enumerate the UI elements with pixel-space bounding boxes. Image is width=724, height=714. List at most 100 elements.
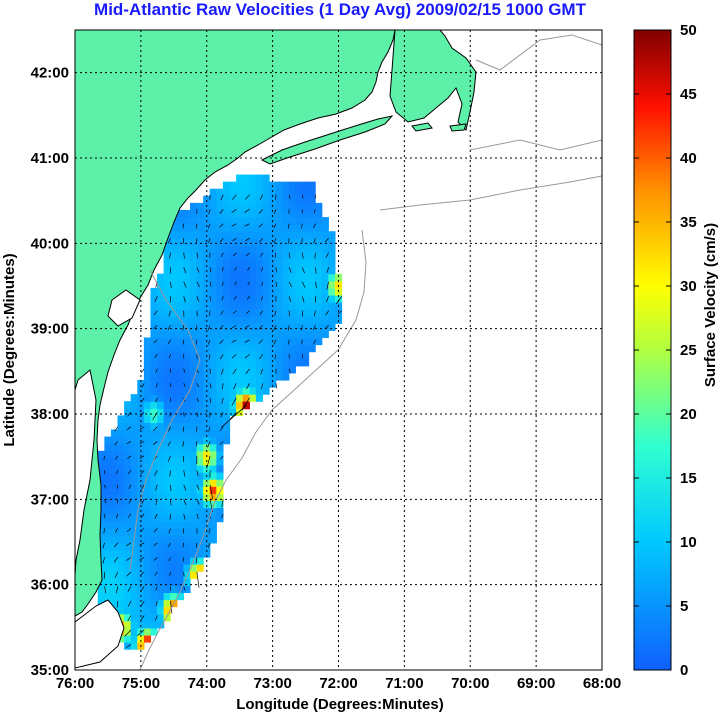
velocity-cell — [104, 592, 112, 601]
velocity-cell — [189, 365, 198, 374]
velocity-cell — [236, 344, 244, 353]
velocity-cell — [176, 500, 184, 509]
velocity-cell — [97, 479, 105, 487]
velocity-vector — [258, 339, 263, 344]
velocity-cell — [157, 273, 165, 282]
velocity-cell — [255, 259, 264, 268]
velocity-cell — [282, 294, 290, 303]
velocity-cell — [203, 429, 211, 438]
velocity-cell — [282, 209, 290, 218]
velocity-cell — [334, 309, 343, 317]
velocity-cell — [150, 592, 158, 601]
velocity-cell — [163, 294, 171, 303]
velocity-vector — [221, 513, 224, 519]
velocity-vector — [232, 194, 237, 200]
velocity-vector — [196, 470, 199, 477]
velocity-cell — [130, 450, 138, 459]
velocity-cell — [249, 202, 257, 211]
velocity-cell — [157, 422, 165, 431]
velocity-vector — [222, 281, 224, 286]
velocity-vector — [336, 296, 343, 305]
velocity-cell — [216, 330, 224, 339]
velocity-cell — [170, 415, 178, 424]
velocity-cell — [275, 372, 283, 381]
velocity-cell — [137, 549, 145, 558]
velocity-cell — [124, 422, 132, 431]
velocity-cell — [216, 472, 224, 480]
velocity-cell — [163, 408, 171, 416]
velocity-cell — [157, 521, 165, 530]
velocity-cell — [143, 542, 152, 551]
velocity-cell — [222, 387, 231, 395]
plot-frame — [74, 29, 603, 671]
velocity-vector — [325, 252, 329, 258]
velocity-cell — [308, 294, 316, 303]
velocity-vector — [126, 557, 132, 561]
velocity-cell — [104, 493, 112, 501]
velocity-cell — [124, 549, 132, 558]
velocity-cell — [196, 429, 204, 438]
velocity-cell — [163, 330, 171, 339]
velocity-vector — [196, 499, 200, 505]
velocity-cell — [308, 202, 316, 211]
velocity-cell — [183, 238, 191, 246]
velocity-vector — [155, 383, 158, 388]
velocity-cell — [295, 330, 303, 339]
nantucket — [449, 123, 467, 132]
velocity-cell — [216, 188, 224, 197]
velocity-cell — [301, 188, 310, 197]
velocity-cell — [143, 634, 152, 643]
velocity-cell — [117, 634, 125, 643]
velocity-cell — [288, 181, 296, 190]
velocity-cell — [288, 344, 296, 353]
velocity-cell — [321, 245, 329, 254]
velocity-cell — [288, 224, 296, 232]
velocity-vector — [183, 296, 186, 303]
velocity-vector — [208, 528, 211, 534]
velocity-cell — [130, 493, 138, 501]
velocity-cell — [216, 358, 224, 367]
velocity-cell — [170, 514, 178, 523]
velocity-cell — [170, 252, 178, 261]
velocity-cell — [150, 571, 158, 579]
velocity-cell — [137, 585, 145, 594]
velocity-vector — [126, 571, 132, 577]
velocity-cell — [130, 599, 138, 608]
velocity-cell — [183, 379, 191, 388]
velocity-vector — [259, 310, 264, 315]
velocity-vector — [233, 296, 237, 300]
velocity-vector — [182, 441, 185, 447]
velocity-cell — [117, 457, 125, 466]
velocity-cell — [170, 450, 178, 459]
velocity-cell — [170, 571, 178, 579]
velocity-cell — [209, 493, 217, 501]
velocity-cell — [288, 231, 296, 239]
velocity-vector — [155, 397, 158, 403]
velocity-cell — [176, 351, 184, 360]
velocity-cell — [104, 436, 112, 445]
velocity-cell — [275, 287, 283, 296]
velocity-vector — [154, 571, 158, 576]
velocity-cell — [255, 231, 264, 239]
velocity-cell — [203, 280, 211, 289]
velocity-cell — [124, 507, 132, 516]
cape-cod — [389, 30, 477, 131]
velocity-cell — [196, 557, 204, 565]
velocity-vector — [141, 397, 145, 403]
velocity-cell — [143, 365, 152, 374]
velocity-cell — [157, 351, 165, 360]
velocity-cell — [189, 273, 198, 282]
velocity-vector — [245, 194, 250, 200]
velocity-cell — [163, 429, 171, 438]
velocity-cell — [110, 592, 119, 601]
velocity-cell — [183, 493, 191, 501]
velocity-vector — [168, 238, 171, 244]
velocity-cell — [242, 231, 250, 239]
velocity-cell — [255, 387, 264, 395]
velocity-cell — [308, 344, 316, 353]
velocity-cell — [176, 592, 184, 601]
velocity-vector — [196, 513, 199, 520]
velocity-cell — [117, 557, 125, 565]
velocity-cell — [229, 245, 237, 254]
velocity-cell — [150, 521, 158, 530]
